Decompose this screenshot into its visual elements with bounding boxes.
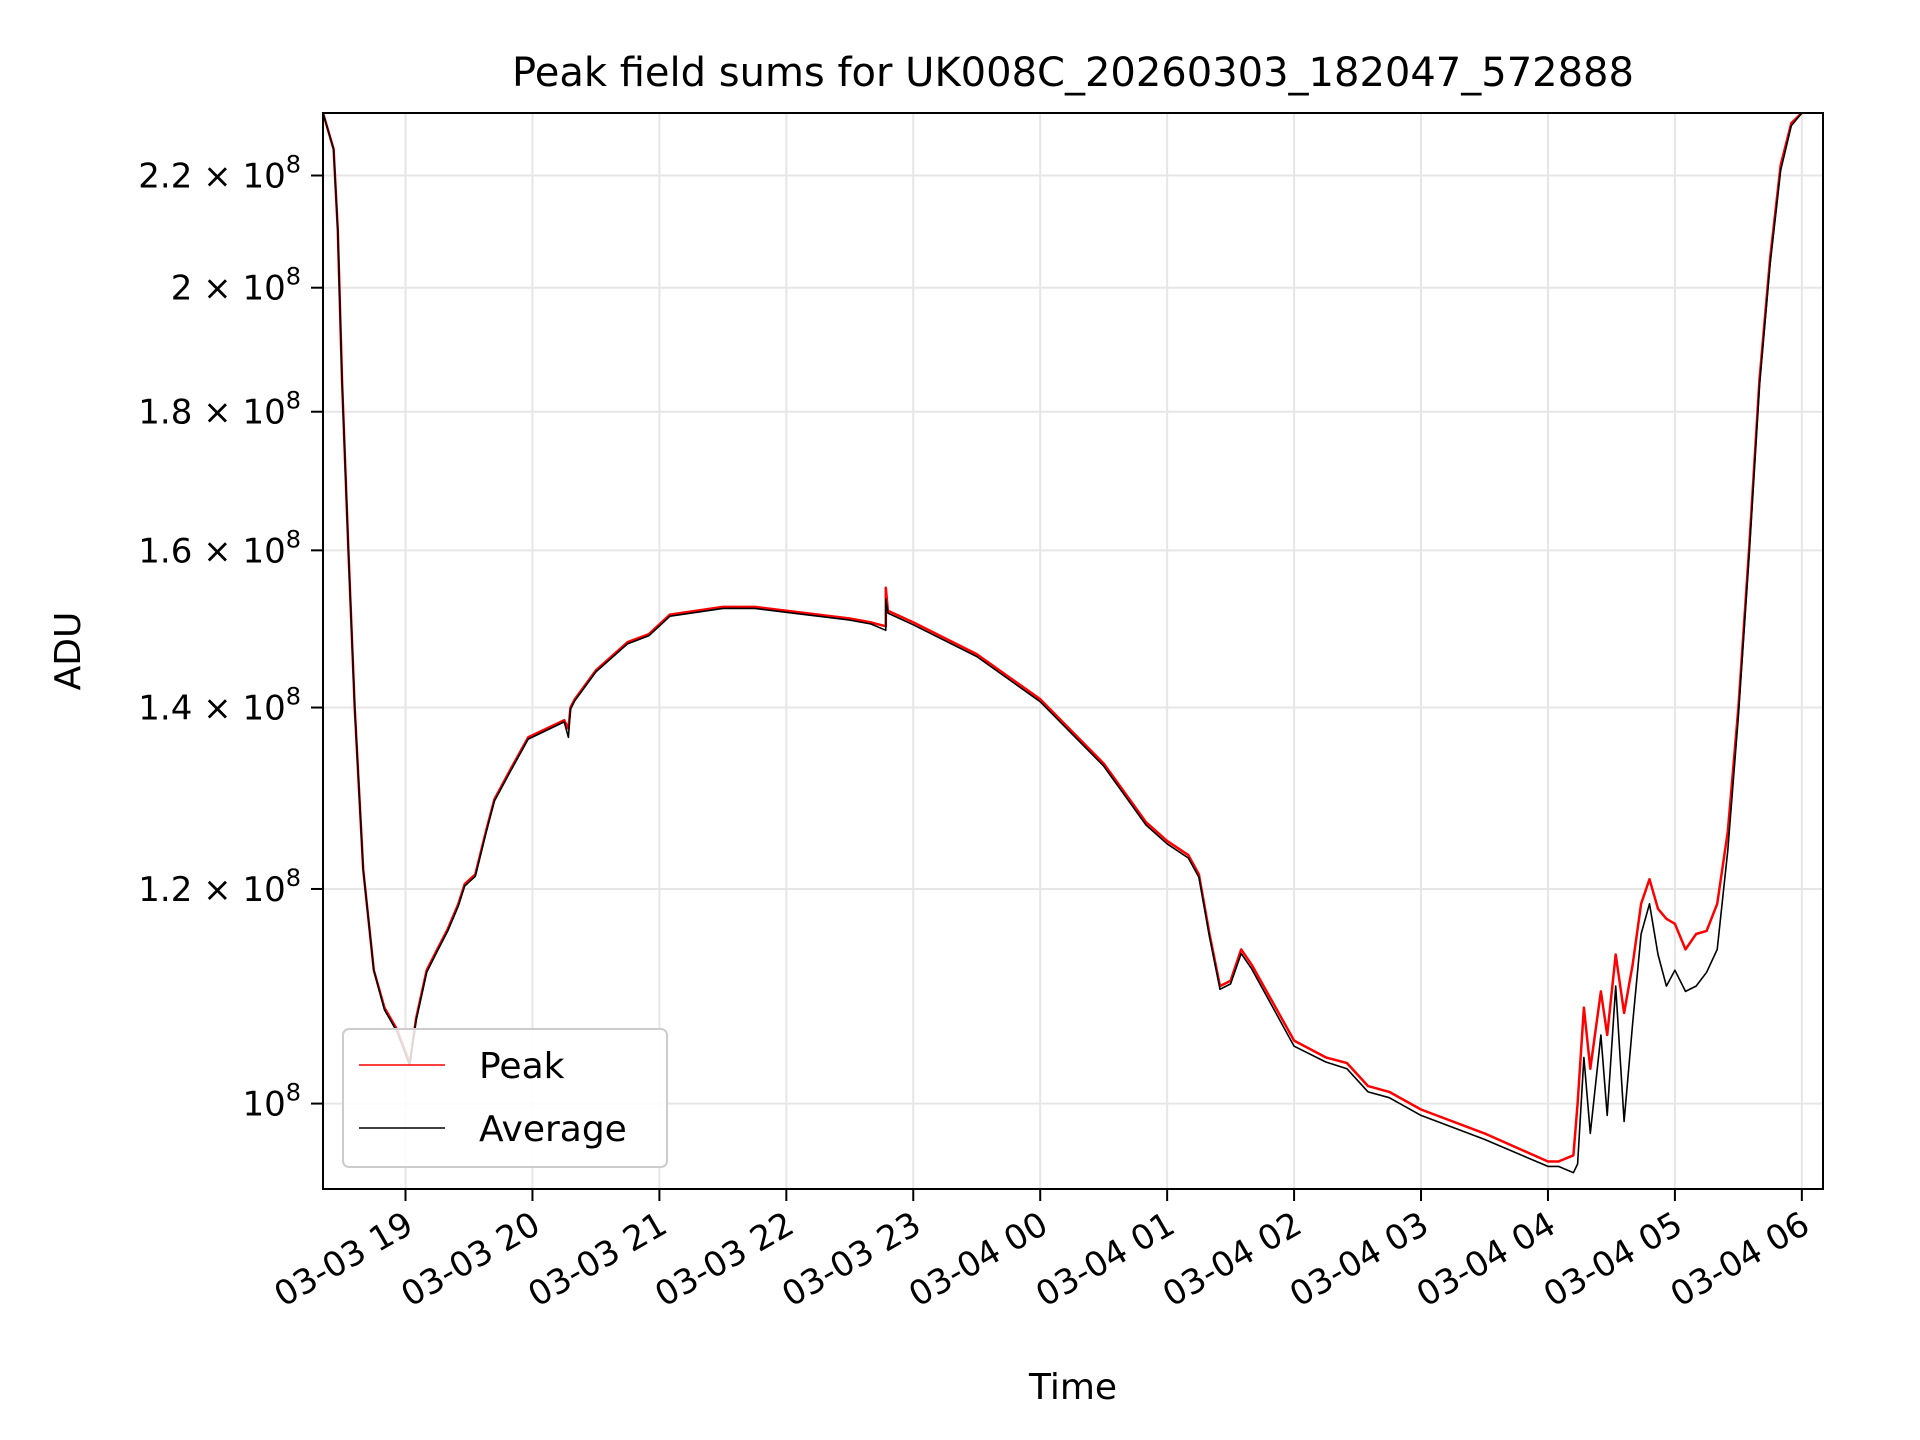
y-tick-label: 1.4 × 108 <box>138 683 301 729</box>
x-tick-label: 03-03 20 <box>395 1204 547 1315</box>
y-tick-label: 2 × 108 <box>171 263 301 309</box>
x-tick-label: 03-03 22 <box>648 1204 800 1315</box>
chart-title: Peak field sums for UK008C_20260303_1820… <box>512 50 1634 96</box>
y-tick-label: 1.6 × 108 <box>138 525 301 571</box>
y-tick-label: 2.2 × 108 <box>138 151 301 197</box>
legend: Peak Average <box>342 1028 668 1168</box>
series-line-average <box>323 113 1803 1174</box>
y-tick-label: 108 <box>242 1079 301 1125</box>
x-tick-label: 03-03 19 <box>268 1204 420 1315</box>
plot-frame <box>322 112 1824 1190</box>
x-tick-label: 03-04 05 <box>1537 1204 1689 1315</box>
x-tick-label: 03-04 06 <box>1664 1204 1816 1315</box>
y-tick-label: 1.2 × 108 <box>138 864 301 910</box>
y-tick-label: 1.8 × 108 <box>138 387 301 433</box>
x-tick-label: 03-03 21 <box>521 1204 673 1315</box>
legend-frame <box>342 1028 668 1168</box>
x-tick-label: 03-04 03 <box>1283 1204 1435 1315</box>
series-line-peak <box>323 113 1803 1163</box>
x-tick-label: 03-04 02 <box>1156 1204 1308 1315</box>
legend-label-peak: Peak <box>479 1046 565 1087</box>
y-axis-label: ADU <box>48 612 89 691</box>
x-tick-label: 03-04 01 <box>1029 1204 1181 1315</box>
x-axis-label: Time <box>1028 1367 1117 1408</box>
x-tick-label: 03-04 00 <box>902 1204 1054 1315</box>
x-tick-label: 03-03 23 <box>775 1204 927 1315</box>
series-layer <box>323 113 1803 1174</box>
legend-label-average: Average <box>479 1109 627 1150</box>
x-tick-label: 03-04 04 <box>1410 1204 1562 1315</box>
grid-layer <box>323 113 1823 1189</box>
